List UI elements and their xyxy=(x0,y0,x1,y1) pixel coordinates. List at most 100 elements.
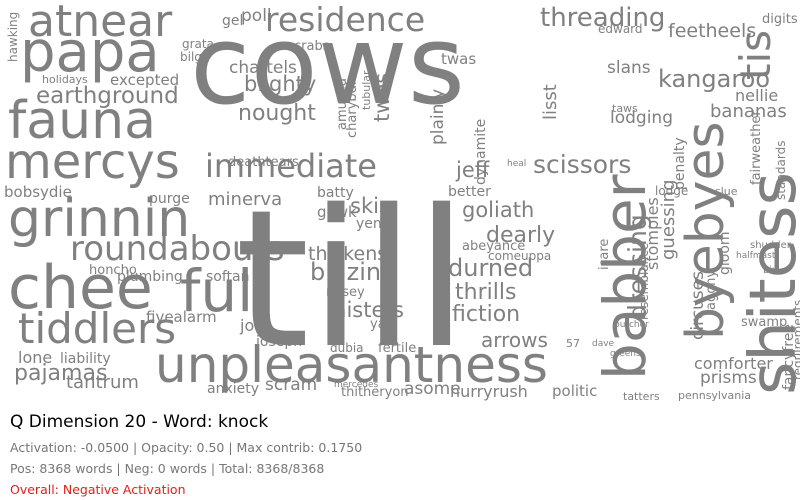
cloud-word: pennsylvania xyxy=(678,389,752,402)
cloud-word: chattels xyxy=(229,58,297,78)
cloud-word: plumbing xyxy=(117,269,183,285)
cloud-word: gloom xyxy=(717,231,733,275)
cloud-word: unpleasantness xyxy=(155,336,548,394)
cloud-word: swamp xyxy=(741,315,788,330)
cloud-word: gel xyxy=(222,13,244,29)
cloud-word: grata xyxy=(182,37,214,51)
cloud-word: greens xyxy=(610,349,641,359)
cloud-word: feetheels xyxy=(668,20,757,42)
cloud-word: minerva xyxy=(208,189,283,210)
panel-title: Q Dimension 20 - Word: knock xyxy=(10,412,269,432)
cloud-word: mercedes xyxy=(334,380,379,390)
cloud-word: gowk xyxy=(317,203,357,221)
cloud-word: mercys xyxy=(5,134,180,190)
cloud-word: fauna xyxy=(8,91,156,151)
cloud-word: yap xyxy=(370,317,394,332)
cloud-word: fairweather xyxy=(749,110,764,185)
cloud-word: comforter xyxy=(694,354,773,373)
cloud-word: scissors xyxy=(533,150,632,179)
cloud-word: pajamas xyxy=(14,361,108,386)
cloud-word: asome xyxy=(404,379,461,399)
word-cloud: cows till chee ful unpleasantness babber shite… xyxy=(4,0,800,403)
cloud-word: immediate xyxy=(205,147,377,185)
cloud-word: blighty xyxy=(244,72,317,96)
cloud-word: lodging xyxy=(610,108,673,128)
cloud-word: chee xyxy=(8,253,153,323)
cloud-word: prisms xyxy=(700,368,757,388)
cloud-word: ful xyxy=(180,257,254,325)
cloud-word: dearly xyxy=(486,223,556,248)
cloud-word: softan xyxy=(206,269,250,285)
cloud-word: edward xyxy=(598,22,643,36)
cloud-word: hurryrush xyxy=(450,382,528,401)
counts-line: Pos: 8368 words | Neg: 0 words | Total: … xyxy=(10,461,325,476)
cloud-word: crabs xyxy=(294,39,330,54)
cloud-word: lodge xyxy=(655,184,689,198)
cloud-word: scram xyxy=(265,375,318,395)
cloud-word: excepted xyxy=(110,71,180,89)
cloud-word: joes xyxy=(240,316,273,335)
cloud-word: bananas xyxy=(710,101,787,122)
cloud-word: tatters xyxy=(623,390,660,403)
cloud-word: plainly xyxy=(428,88,448,145)
overall-activation: Overall: Negative Activation xyxy=(10,482,186,497)
cloud-word: fivealarm xyxy=(146,308,217,326)
cloud-word: purge xyxy=(149,191,190,207)
cloud-word: tantrum xyxy=(66,372,139,393)
cloud-word: digits xyxy=(762,12,798,27)
cloud-word: bobsydie xyxy=(4,183,72,201)
cloud-word: atnear xyxy=(28,0,173,47)
cloud-word: charybdis xyxy=(345,74,360,138)
cloud-word: politic xyxy=(552,382,598,400)
cloud-word: joseph xyxy=(256,334,303,350)
cloud-word: grinnin xyxy=(8,189,191,249)
cloud-word: taws xyxy=(612,102,638,115)
cloud-word: dubia xyxy=(330,341,364,355)
cloud-word: hawking xyxy=(6,11,20,62)
cloud-word: thitheryon xyxy=(341,385,409,400)
cloud-word: tubular xyxy=(360,70,373,110)
cloud-word: standards xyxy=(774,140,788,200)
cloud-word: shudder xyxy=(750,240,791,251)
cloud-word: liability xyxy=(60,351,111,367)
cloud-word: residence xyxy=(265,0,426,39)
cloud-word: better xyxy=(448,184,491,200)
cloud-word: slans xyxy=(607,58,651,78)
cloud-word: goliath xyxy=(462,198,535,222)
cloud-word: anxiety xyxy=(207,381,260,397)
cloud-word: nellie xyxy=(735,86,779,105)
cloud-word: durned xyxy=(448,254,534,282)
cloud-word: nought xyxy=(238,101,316,126)
cloud-word: 57 xyxy=(566,337,580,350)
cloud-word: isare xyxy=(597,238,612,270)
cloud-word: batty xyxy=(317,185,354,201)
cloud-word: holidays xyxy=(42,73,88,86)
cloud-word: honcho xyxy=(89,263,137,278)
cloud-word: tiddlers xyxy=(18,304,177,353)
cloud-word: deathtears xyxy=(228,155,299,170)
cloud-word: kangaroo xyxy=(658,65,771,93)
cloud-word: papa xyxy=(20,20,160,85)
cloud-word: misters xyxy=(326,298,404,322)
cloud-word: roundabouts xyxy=(70,229,285,269)
cloud-word: blazing xyxy=(310,258,397,286)
stats-line: Activation: -0.0500 | Opacity: 0.50 | Ma… xyxy=(10,440,363,455)
cloud-word: butcher xyxy=(614,320,649,330)
cloud-word: comeuppa xyxy=(488,249,552,263)
cloud-word: halfmast xyxy=(736,251,776,261)
cloud-word: twas xyxy=(441,50,477,68)
cloud-word: nosey xyxy=(326,285,365,300)
cloud-word: requirements xyxy=(791,299,800,380)
cloud-word: skis xyxy=(350,194,390,218)
cloud-word: thickens xyxy=(308,243,388,265)
cloud-word: thrills xyxy=(455,280,517,305)
cloud-word: fiction xyxy=(452,302,521,327)
cloud-word: bilge xyxy=(180,50,210,64)
cloud-word: earthground xyxy=(36,83,179,109)
cloud-word: lone xyxy=(18,348,53,367)
cloud-word: heal xyxy=(507,159,527,169)
cloud-word: agony xyxy=(704,269,719,310)
cloud-word: yen xyxy=(356,216,382,232)
cloud-word: biv xyxy=(763,265,779,276)
cloud-word: threading xyxy=(540,3,666,33)
